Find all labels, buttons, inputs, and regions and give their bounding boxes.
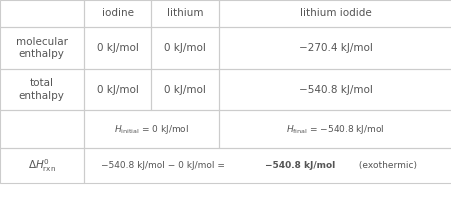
Text: 0 kJ/mol: 0 kJ/mol [97,43,138,53]
Text: 0 kJ/mol: 0 kJ/mol [164,85,206,95]
Text: −270.4 kJ/mol: −270.4 kJ/mol [298,43,372,53]
Bar [151,69,219,110]
Bar [83,110,219,148]
Bar [151,27,219,69]
Text: molecular
enthalpy: molecular enthalpy [16,37,68,59]
Bar [83,0,151,27]
Bar [83,27,151,69]
Text: $\Delta H^0_{\mathrm{rxn}}$: $\Delta H^0_{\mathrm{rxn}}$ [28,157,56,174]
Text: (exothermic): (exothermic) [355,161,416,170]
Text: −540.8 kJ/mol − 0 kJ/mol =: −540.8 kJ/mol − 0 kJ/mol = [101,161,228,170]
Text: 0 kJ/mol: 0 kJ/mol [97,85,138,95]
Bar [219,0,451,27]
Text: lithium iodide: lithium iodide [299,8,371,19]
Text: $H_\mathrm{final}$ = −540.8 kJ/mol: $H_\mathrm{final}$ = −540.8 kJ/mol [285,123,384,136]
Text: lithium: lithium [167,8,203,19]
Bar [0,110,83,148]
Text: total
enthalpy: total enthalpy [19,78,64,101]
Bar [83,148,451,183]
Text: −540.8 kJ/mol: −540.8 kJ/mol [264,161,334,170]
Bar [0,0,83,27]
Bar [0,27,83,69]
Text: iodine: iodine [101,8,133,19]
Bar [0,148,83,183]
Bar [219,27,451,69]
Bar [219,69,451,110]
Bar [219,110,451,148]
Bar [0,69,83,110]
Text: 0 kJ/mol: 0 kJ/mol [164,43,206,53]
Text: $H_\mathrm{initial}$ = 0 kJ/mol: $H_\mathrm{initial}$ = 0 kJ/mol [114,123,189,136]
Text: −540.8 kJ/mol: −540.8 kJ/mol [298,85,372,95]
Bar [151,0,219,27]
Bar [83,69,151,110]
